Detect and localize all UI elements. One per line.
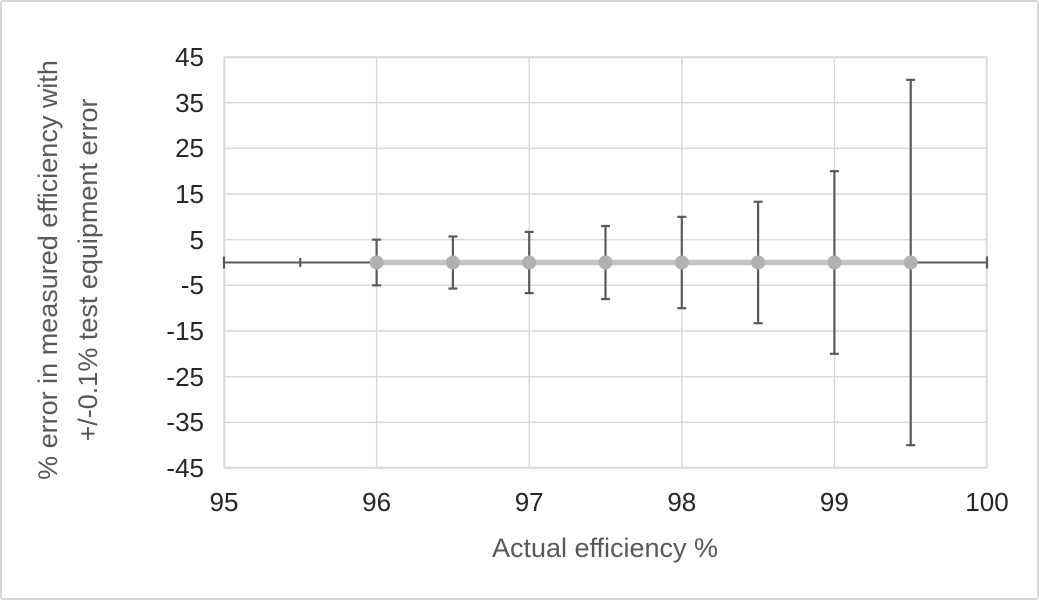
x-tick-label: 99 — [819, 487, 849, 517]
data-point-marker — [751, 255, 766, 270]
data-point-marker — [827, 255, 842, 270]
data-point-marker — [674, 255, 689, 270]
y-axis-title-line-2: +/-0.1% test equipment error — [73, 98, 103, 442]
data-point-marker — [598, 255, 613, 270]
y-tick-label: 5 — [189, 224, 204, 255]
y-axis-title-line-1: % error in measured efficiency with — [33, 60, 63, 480]
y-tick-label: 25 — [175, 133, 204, 164]
y-tick-label: -5 — [180, 270, 204, 301]
data-point-marker — [522, 255, 537, 270]
x-tick-label: 100 — [965, 487, 1009, 517]
plot-area — [222, 56, 989, 469]
x-tick-label: 98 — [667, 487, 697, 517]
y-tick-label: -45 — [166, 453, 204, 483]
x-tick-label: 95 — [209, 487, 239, 517]
y-tick-label: 35 — [175, 87, 204, 118]
y-tick-label: -15 — [166, 316, 204, 346]
y-axis-title: % error in measured efficiency with +/-0… — [28, 10, 108, 530]
x-tick-label: 96 — [362, 487, 392, 517]
data-point-marker — [369, 255, 384, 270]
y-tick-label: -25 — [166, 361, 204, 392]
y-tick-label: 45 — [175, 42, 204, 72]
y-tick-label: -35 — [166, 407, 204, 438]
y-tick-label: 15 — [175, 179, 204, 209]
x-axis-title: Actual efficiency % — [491, 533, 719, 563]
data-point-marker — [903, 255, 918, 270]
x-tick-label: 97 — [514, 487, 544, 517]
data-point-marker — [445, 255, 460, 270]
